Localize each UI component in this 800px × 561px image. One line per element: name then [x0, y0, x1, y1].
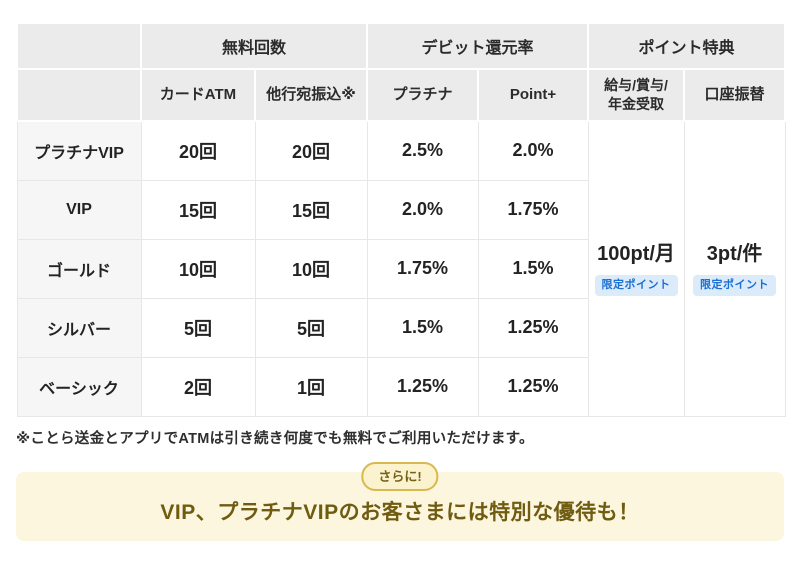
tier-row-label: プラチナVIP	[16, 120, 142, 181]
table-cell: 1.5%	[366, 297, 479, 358]
column-header-row: カードATM 他行宛振込※ プラチナ Point+ 給与/賞与/ 年金受取 口座…	[16, 68, 787, 122]
points-value: 100pt/月	[597, 242, 675, 265]
table-row-gold: ゴールド 10回 10回 1.75% 1.5%	[16, 238, 785, 299]
corner-cell	[16, 68, 142, 122]
table-cell: 15回	[254, 179, 368, 240]
table-row-platinum-vip: プラチナVIP 20回 20回 2.5% 2.0% 100pt/月 限定ポイント…	[16, 120, 786, 417]
limited-points-badge: 限定ポイント	[693, 274, 777, 296]
table-cell: 5回	[140, 297, 256, 358]
table-cell: 10回	[254, 238, 368, 299]
table-row-silver: シルバー 5回 5回 1.5% 1.25%	[16, 297, 785, 358]
table-row-vip: VIP 15回 15回 2.0% 1.75%	[16, 179, 785, 240]
table-cell: 10回	[140, 238, 256, 299]
tier-row-label: シルバー	[16, 297, 142, 358]
table-cell: 2.0%	[366, 179, 479, 240]
table-cell: 20回	[140, 120, 256, 181]
table-cell: 1回	[254, 356, 368, 417]
promo-banner: さらに! VIP、プラチナVIPのお客さまには特別な優待も！	[16, 462, 784, 541]
table-cell: 15回	[140, 179, 256, 240]
tier-row-label: ベーシック	[16, 356, 142, 417]
table-cell: 1.25%	[366, 356, 479, 417]
column-header-direct-debit: 口座振替	[683, 68, 787, 122]
corner-cell	[16, 22, 142, 70]
column-group-row: 無料回数 デビット還元率 ポイント特典	[16, 22, 787, 70]
column-header-card-atm: カードATM	[140, 68, 256, 122]
merged-cell-direct-debit-points: 3pt/件 限定ポイント	[683, 120, 786, 417]
column-header-salary-pension: 給与/賞与/ 年金受取	[587, 68, 686, 122]
table-cell: 2.0%	[477, 120, 589, 181]
column-header-point-plus: Point+	[477, 68, 590, 122]
table-cell: 5回	[254, 297, 368, 358]
promo-badge: さらに!	[361, 462, 439, 491]
column-header-other-bank-transfer: 他行宛振込※	[253, 68, 369, 122]
table-cell: 2.5%	[366, 120, 479, 181]
tier-benefits-table: 無料回数 デビット還元率 ポイント特典 カードATM 他行宛振込※ プラチナ P…	[16, 22, 787, 417]
column-group-free-count: 無料回数	[139, 22, 369, 70]
promo-text: VIP、プラチナVIPのお客さまには特別な優待も！	[160, 500, 640, 524]
table-cell: 1.25%	[477, 297, 589, 358]
merged-cell-salary-points: 100pt/月 限定ポイント	[587, 120, 685, 417]
table-cell: 1.75%	[477, 179, 589, 240]
limited-points-badge: 限定ポイント	[594, 274, 678, 296]
column-group-debit-rate: デビット還元率	[366, 22, 590, 70]
tier-row-label: VIP	[16, 179, 142, 240]
table-cell: 2回	[140, 356, 256, 417]
table-row-basic: ベーシック 2回 1回 1.25% 1.25%	[16, 356, 785, 417]
table-cell: 1.5%	[477, 238, 589, 299]
table-cell: 1.75%	[366, 238, 479, 299]
tier-row-label: ゴールド	[16, 238, 142, 299]
points-value: 3pt/件	[706, 242, 763, 265]
column-header-platinum: プラチナ	[366, 68, 480, 122]
table-cell: 20回	[254, 120, 368, 181]
footnote: ※ことら送金とアプリでATMは引き続き何度でも無料でご利用いただけます。	[16, 431, 534, 447]
table-cell: 1.25%	[477, 356, 589, 417]
column-group-point-benefits: ポイント特典	[587, 22, 787, 70]
